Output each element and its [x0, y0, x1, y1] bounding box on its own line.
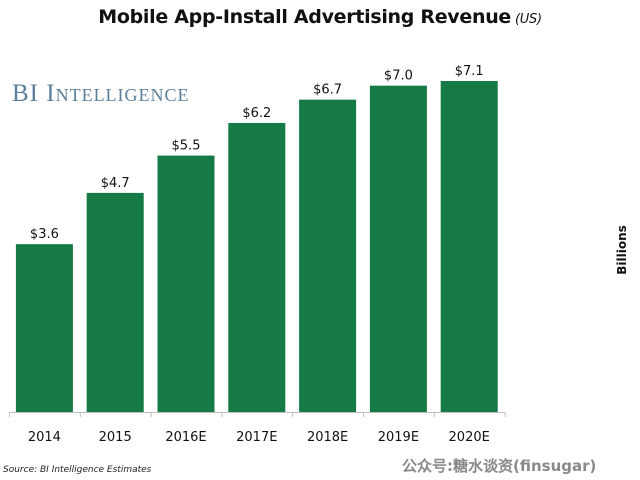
x-tick-label: 2015	[99, 430, 132, 445]
data-label: $4.7	[101, 176, 130, 191]
x-tick-label: 2014	[28, 430, 61, 445]
source-note: Source: BI Intelligence Estimates	[3, 465, 152, 475]
watermark: 公众号:糖水谈资(finsugar)	[402, 457, 597, 475]
x-tick-label: 2019E	[378, 430, 419, 445]
x-tick-label: 2017E	[236, 430, 277, 445]
brand-logo: BI Intelligence	[12, 80, 190, 107]
chart-title: Mobile App-Install Advertising Revenue (U…	[0, 6, 640, 28]
data-labels-group: $3.6 $4.7 $5.5 $6.2 $6.7 $7.0 $7.1	[30, 64, 484, 242]
bar-2019E	[369, 85, 427, 412]
chart-subtitle: (US)	[515, 12, 542, 27]
bar-2014	[15, 244, 73, 412]
bar-2020E	[440, 81, 498, 412]
y-axis-label: Billions	[615, 225, 629, 275]
data-label: $6.2	[242, 106, 271, 121]
chart-title-text: Mobile App-Install Advertising Revenue	[98, 6, 512, 28]
x-tick-label: 2016E	[165, 430, 206, 445]
data-label: $7.1	[455, 64, 484, 79]
x-tick-label: 2018E	[307, 430, 348, 445]
x-axis: 2014 2015 2016E 2017E 2018E 2019E 2020E	[9, 412, 506, 445]
bars-group	[15, 81, 498, 412]
data-label: $6.7	[313, 83, 342, 98]
data-label: $3.6	[30, 227, 59, 242]
data-label: $7.0	[384, 69, 413, 84]
bar-2017E	[228, 122, 286, 412]
bar-2016E	[157, 155, 215, 412]
x-tick-label: 2020E	[449, 430, 490, 445]
bar-2018E	[299, 99, 357, 412]
data-label: $5.5	[172, 139, 201, 154]
bar-2015	[86, 192, 144, 412]
